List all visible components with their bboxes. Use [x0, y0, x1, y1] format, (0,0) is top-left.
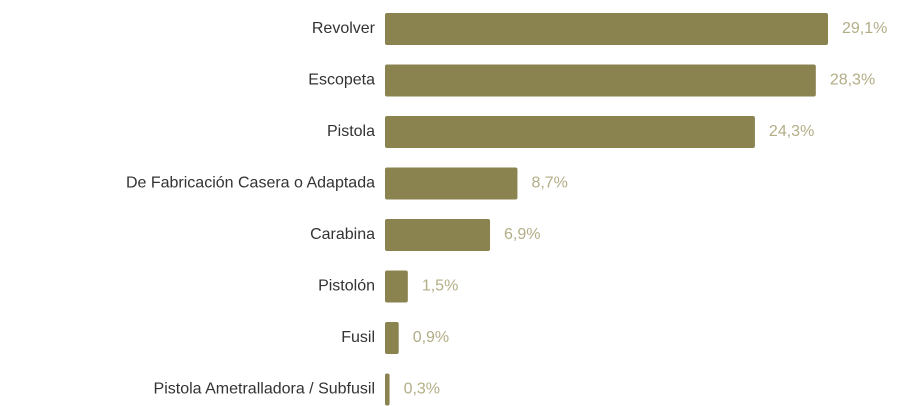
category-label: Pistola	[327, 123, 375, 140]
value-label: 6,9%	[504, 226, 540, 243]
value-label: 0,3%	[404, 381, 440, 398]
value-label: 29,1%	[842, 20, 887, 37]
value-label: 0,9%	[413, 329, 449, 346]
category-label: Revolver	[312, 20, 376, 37]
bar	[385, 373, 390, 406]
category-label: Carabina	[310, 226, 375, 243]
bar	[385, 167, 518, 200]
category-label: Pistolón	[318, 278, 375, 295]
category-label: Fusil	[341, 329, 375, 346]
bar	[385, 270, 408, 303]
value-label: 1,5%	[422, 278, 458, 295]
bar	[385, 219, 491, 251]
bar	[385, 322, 399, 354]
category-label: De Fabricación Casera o Adaptada	[126, 175, 375, 192]
category-label: Pistola Ametralladora / Subfusil	[154, 381, 375, 398]
bar	[385, 64, 816, 97]
category-label: Escopeta	[308, 72, 375, 89]
value-label: 28,3%	[830, 72, 875, 89]
bar	[385, 13, 828, 45]
value-label: 24,3%	[769, 123, 814, 140]
value-label: 8,7%	[531, 175, 567, 192]
bar	[385, 116, 755, 148]
